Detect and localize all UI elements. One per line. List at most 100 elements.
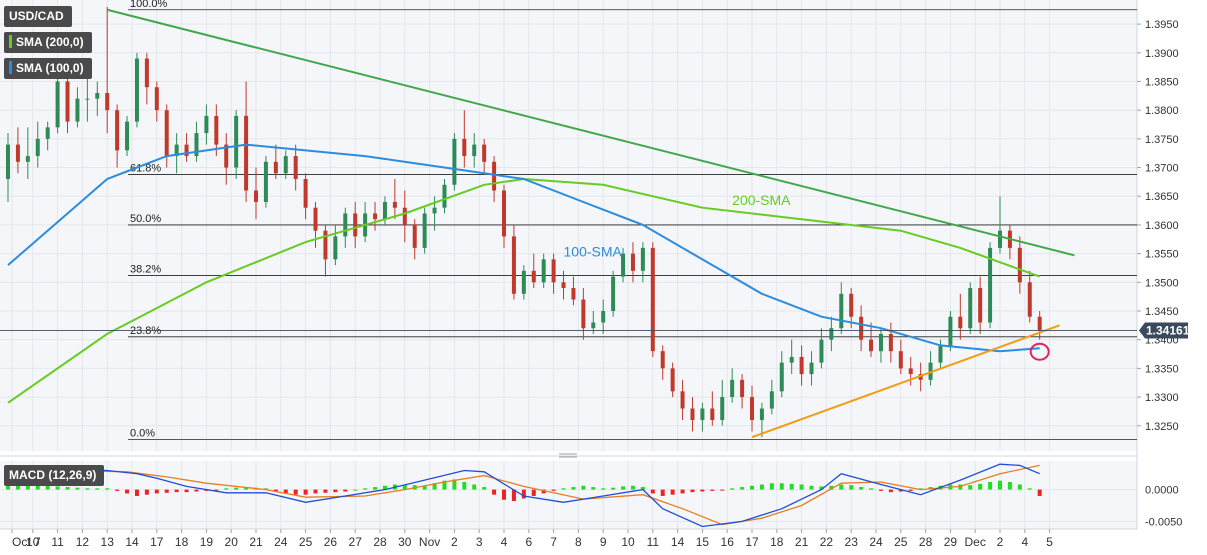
candle-down: [849, 293, 854, 317]
macd-hist-up: [1017, 484, 1022, 490]
macd-hist-up: [730, 488, 735, 490]
candle-up: [700, 408, 705, 421]
x-tick-label: 28: [919, 535, 933, 549]
candle-down: [115, 110, 120, 151]
candle-up: [988, 247, 993, 323]
sma200-badge[interactable]: SMA (200,0): [4, 32, 92, 53]
candle-down: [690, 408, 695, 421]
macd-hist-down: [650, 489, 655, 494]
macd-hist-down: [710, 489, 715, 491]
candle-up: [422, 213, 427, 248]
candle-down: [214, 115, 219, 145]
macd-hist-down: [531, 489, 536, 496]
macd-hist-down: [273, 489, 278, 492]
macd-hist-down: [878, 489, 883, 491]
candle-up: [85, 98, 90, 100]
trendline-ascending: [751, 324, 1060, 439]
symbol-badge[interactable]: USD/CAD: [4, 6, 72, 27]
macd-hist-up: [859, 487, 864, 490]
candle-up: [432, 207, 437, 214]
macd-hist-up: [611, 487, 616, 490]
x-tick-label: 16: [721, 535, 735, 549]
candle-down: [740, 379, 745, 398]
x-tick-label: 14: [671, 535, 685, 549]
macd-hist-up: [571, 487, 576, 490]
macd-hist-down: [670, 489, 675, 495]
macd-hist-down: [333, 489, 338, 493]
y-tick-label: 1.3950: [1145, 19, 1179, 31]
sma100-badge[interactable]: SMA (100,0): [4, 58, 92, 79]
macd-hist-down: [511, 489, 516, 502]
macd-hist-down: [174, 489, 179, 493]
x-tick-label: 21: [795, 535, 809, 549]
x-tick-label: 30: [398, 535, 412, 549]
macd-hist-down: [521, 489, 526, 499]
x-tick-label: 9: [600, 535, 607, 549]
candle-down: [511, 236, 516, 294]
macd-hist-up: [442, 480, 447, 490]
macd-hist-up: [462, 481, 467, 490]
candle-up: [442, 184, 447, 208]
x-tick-label: 6: [525, 535, 532, 549]
macd-hist-up: [601, 488, 606, 490]
candle-down: [650, 247, 655, 352]
last-price-badge: [1139, 322, 1188, 339]
macd-hist-up: [799, 484, 804, 490]
y-tick-label: 1.3700: [1145, 163, 1179, 175]
macd-hist-up: [978, 483, 983, 490]
candle-up: [591, 322, 596, 329]
macd-hist-up: [95, 488, 100, 490]
macd-hist-up: [363, 488, 368, 490]
macd-hist-up: [621, 486, 626, 490]
candle-down: [680, 391, 685, 409]
candle-up: [819, 339, 824, 363]
macd-hist-down: [680, 489, 685, 494]
candle-down: [224, 144, 229, 168]
candle-down: [313, 207, 318, 231]
macd-pane-bg: [0, 461, 1137, 529]
x-tick-label: 17: [150, 535, 164, 549]
macd-hist-down: [888, 489, 893, 493]
macd-hist-up: [1027, 488, 1032, 490]
macd-hist-down: [125, 489, 130, 494]
x-tick-label: 22: [820, 535, 834, 549]
fib-level-label: 61.8%: [130, 162, 161, 174]
candle-up: [998, 230, 1002, 248]
y-tick-label: 1.3750: [1145, 134, 1179, 146]
macd-hist-up: [35, 485, 40, 490]
candle-down: [898, 351, 903, 369]
macd-hist-up: [1007, 481, 1012, 490]
macd-tick-label: -0.0050: [1145, 516, 1182, 528]
candle-up: [809, 362, 814, 375]
y-tick-label: 1.3250: [1145, 421, 1179, 433]
macd-hist-down: [303, 489, 308, 495]
macd-hist-up: [85, 488, 90, 490]
macd-hist-up: [65, 487, 70, 490]
trendlines: [106, 8, 1075, 439]
x-tick-label: Nov: [419, 535, 440, 549]
candle-down: [869, 339, 874, 352]
fib-level-label: 100.0%: [130, 0, 168, 10]
annotations: 200-SMA 100-SMA: [564, 192, 1050, 361]
macd-tick-label: 0.0000: [1145, 485, 1179, 497]
macd-hist-up: [15, 484, 20, 490]
macd-hist-up: [839, 484, 844, 490]
pane-resize-handle[interactable]: [559, 453, 577, 458]
macd-badge[interactable]: MACD (12,26,9): [4, 465, 105, 486]
y-tick-label: 1.3450: [1145, 306, 1179, 318]
macd-hist-up: [25, 484, 30, 490]
fib-level-label: 50.0%: [130, 213, 161, 225]
macd-hist-up: [472, 484, 477, 490]
macd-hist-down: [194, 489, 199, 492]
candle-down: [750, 397, 754, 421]
x-tick-label: Dec: [965, 535, 986, 549]
x-tick-label: 11: [647, 535, 660, 549]
macd-hist-down: [720, 489, 725, 491]
candle-down: [482, 144, 487, 162]
x-tick-label: 4: [501, 535, 508, 549]
candle-up: [878, 333, 883, 352]
macd-hist-up: [224, 488, 229, 490]
x-tick-label: 21: [249, 535, 263, 549]
candle-up: [948, 316, 953, 346]
